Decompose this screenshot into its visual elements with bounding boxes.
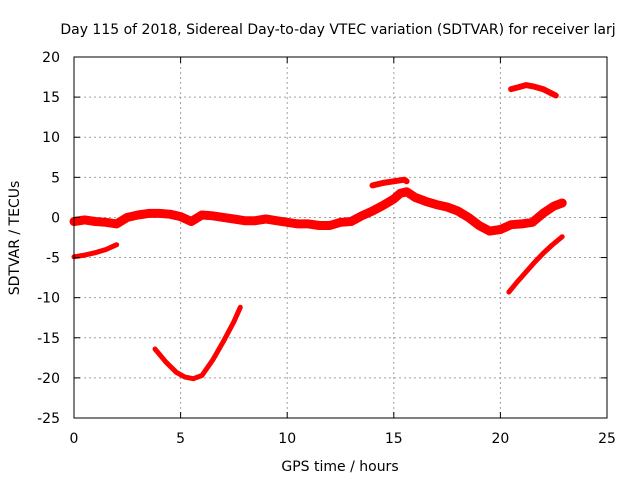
y-tick-label: -15 <box>37 331 60 347</box>
series-bump-14-15.6 <box>369 176 410 189</box>
series-dip-4-8 <box>152 304 243 382</box>
x-tick-label: 25 <box>598 431 616 447</box>
y-axis-title: SDTVAR / TECUs <box>7 181 23 296</box>
x-tick-label: 15 <box>385 431 403 447</box>
ticks: 0 5 10 15 20 25 -25 -20 -15 -10 -5 0 5 10 15 20 <box>37 50 616 447</box>
y-tick-label: 0 <box>51 210 60 226</box>
series-layer <box>69 82 567 382</box>
series-offset-early <box>71 242 120 260</box>
plot-frame <box>73 56 608 419</box>
y-tick-label: 20 <box>42 50 60 66</box>
y-tick-label: -5 <box>46 251 60 267</box>
y-tick-label: 5 <box>51 170 60 186</box>
y-tick-label: 10 <box>42 130 60 146</box>
series-rise-20.4-22.9 <box>506 234 565 295</box>
series-main <box>69 187 567 236</box>
y-tick-label: -25 <box>37 411 60 427</box>
series-high-20.5-22.6 <box>508 82 559 99</box>
x-tick-label: 0 <box>70 431 79 447</box>
x-axis-title: GPS time / hours <box>281 459 398 475</box>
chart-title: Day 115 of 2018, Sidereal Day-to-day VTE… <box>60 22 615 38</box>
grid <box>74 57 607 418</box>
y-tick-label: 15 <box>42 90 60 106</box>
y-tick-label: -10 <box>37 291 60 307</box>
x-tick-label: 10 <box>278 431 296 447</box>
x-tick-label: 20 <box>491 431 509 447</box>
x-tick-label: 5 <box>176 431 185 447</box>
y-tick-label: -20 <box>37 371 60 387</box>
